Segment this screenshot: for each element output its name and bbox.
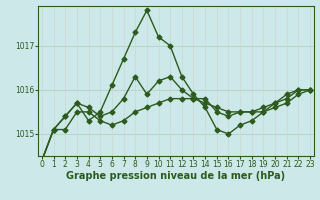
- X-axis label: Graphe pression niveau de la mer (hPa): Graphe pression niveau de la mer (hPa): [67, 171, 285, 181]
